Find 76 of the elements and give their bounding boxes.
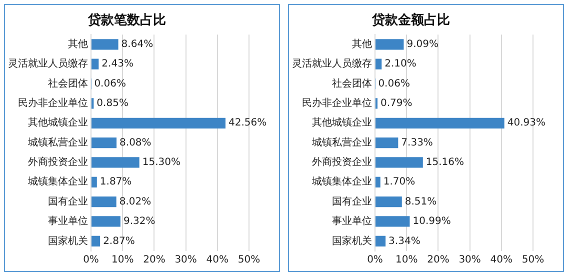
bar	[376, 176, 380, 188]
bar	[376, 157, 423, 168]
data-label: 40.93%	[507, 118, 546, 129]
data-label: 2.87%	[103, 236, 135, 247]
y-tick-label: 其他城镇企业	[28, 116, 88, 129]
bar	[376, 137, 398, 148]
x-tick-label: 10%	[395, 254, 418, 266]
bar	[376, 118, 504, 128]
y-tick-label: 事业单位	[48, 215, 88, 228]
data-label: 8.02%	[119, 196, 152, 208]
data-label: 9.32%	[123, 216, 156, 228]
x-tick-label: 20%	[143, 254, 166, 266]
bar	[92, 118, 226, 128]
data-label: 9.09%	[406, 39, 439, 50]
data-label: 8.64%	[121, 39, 154, 50]
bar	[92, 176, 97, 188]
y-tick-label: 事业单位	[332, 215, 372, 228]
data-label: 2.43%	[102, 58, 134, 70]
data-label: 0.06%	[94, 78, 126, 90]
y-tick-label: 外商投资企业	[312, 156, 372, 168]
chart-title: 贷款笔数占比	[87, 12, 166, 28]
y-tick-label: 社会团体	[48, 77, 88, 90]
y-tick-label: 其他城镇企业	[312, 116, 372, 129]
y-tick-label: 国有企业	[332, 195, 372, 208]
chart-title: 贷款金额占比	[371, 12, 450, 28]
bar	[92, 157, 140, 168]
bar	[92, 196, 116, 208]
y-tick-label: 社会团体	[332, 77, 372, 90]
x-tick-label: 50%	[522, 254, 544, 266]
x-tick-label: 0%	[367, 254, 383, 266]
x-tick-label: 40%	[490, 254, 513, 266]
bar	[92, 216, 120, 227]
bar	[92, 39, 118, 50]
bar	[376, 58, 382, 70]
y-tick-label: 灵活就业人员缴存	[292, 58, 372, 70]
x-tick-label: 0%	[83, 254, 99, 266]
data-label: 2.10%	[384, 58, 416, 70]
bar	[92, 236, 100, 246]
data-label: 15.30%	[142, 157, 180, 168]
data-label: 0.79%	[380, 98, 412, 110]
bar	[376, 216, 410, 227]
x-tick-label: 10%	[111, 254, 134, 266]
y-tick-label: 灵活就业人员缴存	[8, 58, 88, 70]
y-tick-label: 外商投资企业	[28, 156, 88, 168]
bar	[92, 137, 117, 148]
y-tick-label: 城镇集体企业	[27, 176, 88, 188]
bar	[92, 58, 99, 70]
data-label: 15.16%	[426, 157, 464, 168]
y-tick-label: 国有企业	[48, 195, 88, 208]
data-label: 0.85%	[96, 98, 128, 110]
data-label: 0.06%	[378, 78, 410, 90]
y-tick-label: 国家机关	[332, 234, 372, 247]
y-tick-label: 民办非企业单位	[302, 97, 372, 110]
bar	[376, 236, 386, 246]
data-label: 1.70%	[383, 176, 416, 188]
data-label: 3.34%	[388, 236, 420, 247]
data-label: 8.08%	[120, 137, 152, 148]
x-tick-label: 30%	[174, 254, 197, 266]
bar	[376, 39, 404, 50]
data-label: 10.99%	[412, 216, 451, 228]
y-tick-label: 其他	[352, 38, 372, 50]
x-tick-label: 50%	[238, 254, 260, 266]
x-tick-label: 20%	[427, 254, 450, 266]
y-tick-label: 城镇私营企业	[27, 136, 88, 148]
x-tick-label: 30%	[458, 254, 481, 266]
x-tick-label: 40%	[206, 254, 229, 266]
bar	[376, 196, 402, 208]
y-tick-label: 其他	[68, 38, 88, 50]
data-label: 8.51%	[404, 196, 437, 208]
y-tick-label: 城镇集体企业	[311, 176, 372, 188]
data-label: 1.87%	[100, 176, 132, 188]
y-tick-label: 城镇私营企业	[311, 136, 372, 148]
data-label: 7.33%	[401, 137, 433, 148]
y-tick-label: 民办非企业单位	[18, 97, 88, 110]
y-tick-label: 国家机关	[48, 234, 88, 247]
data-label: 42.56%	[228, 118, 267, 129]
